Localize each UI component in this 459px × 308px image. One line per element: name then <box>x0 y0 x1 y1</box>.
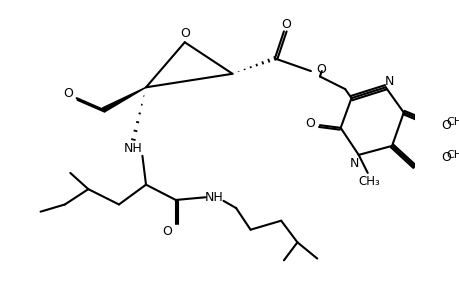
Text: CH₃: CH₃ <box>446 150 459 160</box>
Text: O: O <box>162 225 171 238</box>
Text: CH₃: CH₃ <box>446 116 459 127</box>
Text: O: O <box>63 87 73 100</box>
Text: O: O <box>304 117 314 130</box>
Text: N: N <box>384 75 393 88</box>
Text: O: O <box>316 63 325 76</box>
Text: O: O <box>440 119 450 132</box>
Polygon shape <box>102 87 146 112</box>
Text: NH: NH <box>205 191 224 204</box>
Text: N: N <box>349 157 358 170</box>
Text: CH₃: CH₃ <box>358 176 380 188</box>
Text: O: O <box>280 18 290 31</box>
Text: O: O <box>179 27 189 40</box>
Text: NH: NH <box>124 142 142 155</box>
Text: O: O <box>440 151 450 164</box>
